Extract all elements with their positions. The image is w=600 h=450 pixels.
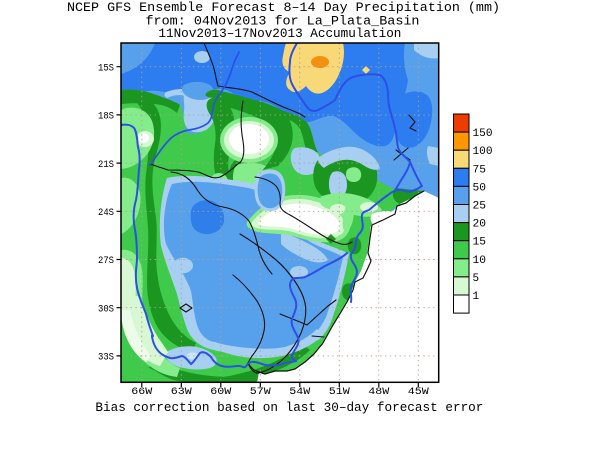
svg-text:57W: 57W <box>250 386 272 398</box>
svg-text:48W: 48W <box>368 386 390 398</box>
svg-text:5: 5 <box>473 273 480 285</box>
svg-text:21S: 21S <box>98 159 114 171</box>
svg-text:27S: 27S <box>98 255 114 267</box>
svg-text:11Nov2013–17Nov2013 Accumulati: 11Nov2013–17Nov2013 Accumulation <box>158 26 401 41</box>
svg-text:20: 20 <box>473 219 487 231</box>
svg-text:33S: 33S <box>98 352 114 364</box>
svg-text:75: 75 <box>473 164 487 176</box>
svg-text:100: 100 <box>473 146 493 158</box>
svg-text:150: 150 <box>473 128 493 140</box>
svg-text:50: 50 <box>473 182 487 194</box>
svg-text:Bias correction based on last: Bias correction based on last 30–day for… <box>95 401 483 415</box>
svg-text:NCEP GFS Ensemble Forecast 8–1: NCEP GFS Ensemble Forecast 8–14 Day Prec… <box>67 0 500 15</box>
svg-text:24S: 24S <box>98 207 114 219</box>
svg-text:63W: 63W <box>171 386 193 398</box>
svg-text:from: 04Nov2013 for La_Plata_: from: 04Nov2013 for La_Plata_Basin <box>146 14 420 29</box>
svg-text:45W: 45W <box>408 386 430 398</box>
svg-text:60W: 60W <box>210 386 232 398</box>
svg-text:51W: 51W <box>329 386 351 398</box>
svg-text:15S: 15S <box>98 62 114 74</box>
svg-text:30S: 30S <box>98 303 114 315</box>
svg-text:1: 1 <box>473 291 480 303</box>
svg-text:15: 15 <box>473 237 487 249</box>
svg-text:54W: 54W <box>289 386 311 398</box>
svg-text:25: 25 <box>473 201 487 213</box>
svg-text:66W: 66W <box>131 386 153 398</box>
svg-text:18S: 18S <box>98 111 114 123</box>
svg-text:10: 10 <box>473 255 487 267</box>
